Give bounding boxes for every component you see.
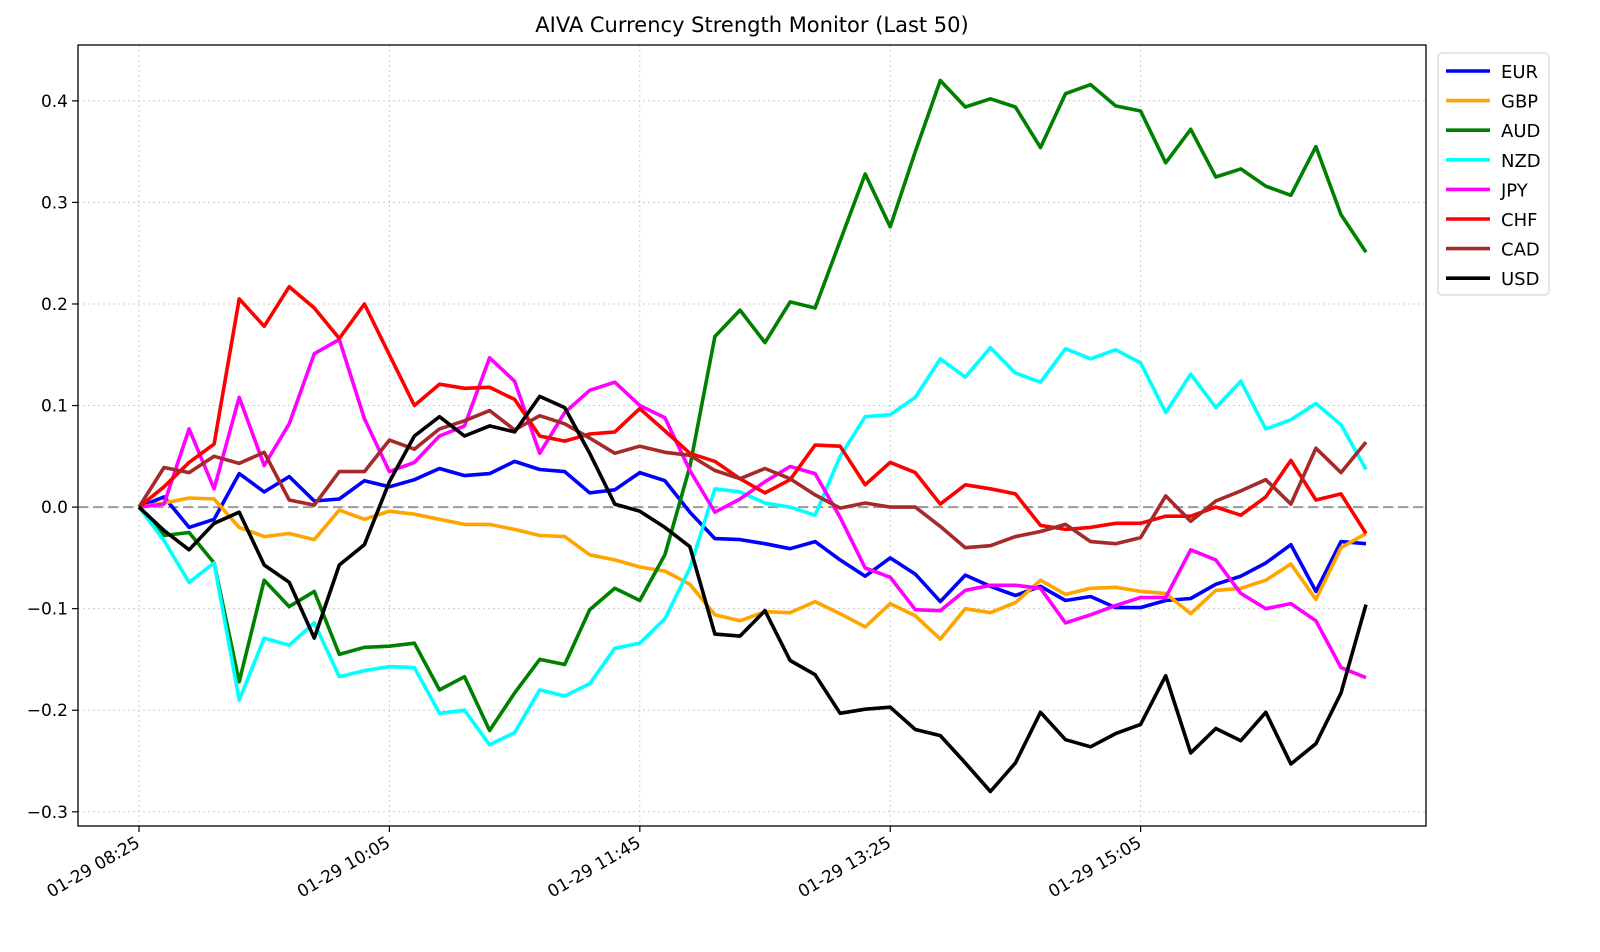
legend-label-eur: EUR — [1501, 62, 1538, 83]
legend-label-aud: AUD — [1501, 121, 1540, 142]
x-tick-label: 01-29 10:05 — [294, 833, 394, 902]
grid — [78, 45, 1426, 826]
y-tick-label: 0.2 — [41, 295, 68, 315]
legend-label-gbp: GBP — [1501, 92, 1538, 113]
y-tick-label: 0.4 — [41, 92, 68, 112]
legend-label-usd: USD — [1501, 269, 1539, 290]
x-axis: 01-29 08:25 01-29 10:05 01-29 11:45 01-29 1… — [44, 826, 1145, 902]
legend-label-nzd: NZD — [1501, 151, 1541, 172]
chart-title: AIVA Currency Strength Monitor (Last 50) — [535, 13, 968, 37]
legend-label-jpy: JPY — [1500, 180, 1529, 201]
legend-label-cad: CAD — [1501, 240, 1540, 261]
series-line-aud — [137, 78, 1368, 733]
series-line-jpy — [138, 337, 1367, 680]
series-line-eur — [138, 459, 1367, 610]
y-tick-label: −0.2 — [27, 701, 68, 721]
x-tick-label: 01-29 08:25 — [44, 833, 144, 902]
y-tick-label: 0.0 — [41, 498, 68, 518]
series-line-nzd — [137, 345, 1368, 747]
legend-label-chf: CHF — [1501, 210, 1537, 231]
y-tick-label: 0.3 — [41, 193, 68, 213]
series-line-chf — [137, 284, 1368, 535]
y-tick-label: −0.3 — [27, 803, 68, 823]
series-line-cad — [137, 408, 1368, 550]
y-tick-label: 0.1 — [41, 397, 68, 417]
series-line-usd — [137, 394, 1368, 794]
series-line-gbp — [138, 496, 1367, 641]
y-tick-label: −0.1 — [27, 600, 68, 620]
legend: EUR GBP AUD NZD JPY CHF CAD USD — [1437, 52, 1550, 296]
y-axis: −0.3 −0.2 −0.1 0.0 0.1 0.2 0.3 0.4 — [27, 92, 78, 823]
legend-box — [1437, 52, 1550, 296]
x-tick-label: 01-29 13:25 — [795, 833, 895, 902]
x-tick-label: 01-29 11:45 — [544, 833, 644, 902]
x-tick-label: 01-29 15:05 — [1045, 833, 1145, 902]
plot-frame — [77, 44, 1427, 827]
series-lines — [137, 78, 1368, 794]
